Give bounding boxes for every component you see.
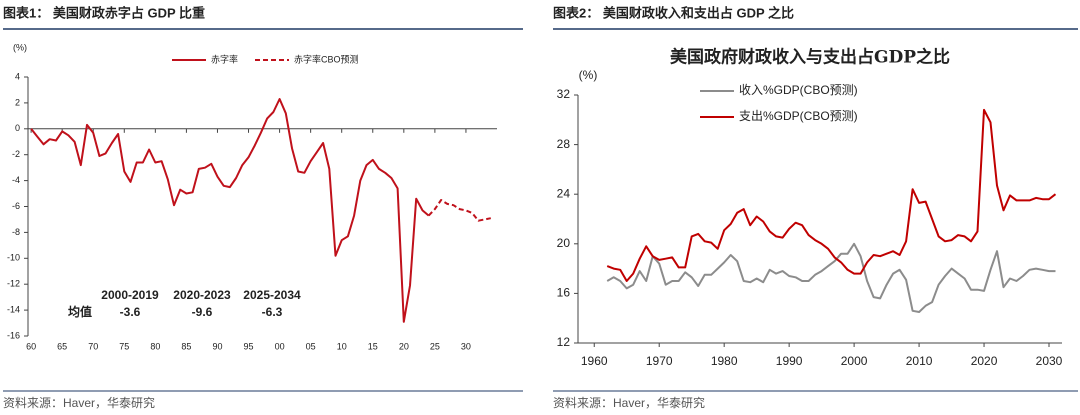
x-tick-label: 60 xyxy=(26,341,36,351)
legend-label: 支出%GDP(CBO预测) xyxy=(739,109,858,123)
x-tick-label: 1990 xyxy=(776,354,803,368)
annotation-period: 2020-2023 xyxy=(173,288,231,302)
annotation-label: 均值 xyxy=(68,304,92,319)
y-tick-label: -8 xyxy=(12,227,20,237)
legend-label: 赤字率CBO预测 xyxy=(294,53,359,64)
source: 资料来源：Haver，华泰研究 xyxy=(3,395,155,410)
x-tick-label: 2000 xyxy=(841,354,868,368)
figure-header: 图表2： 美国财政收入和支出占 GDP 之比 xyxy=(553,5,794,20)
y-unit: (%) xyxy=(13,42,27,52)
y-tick-label: 16 xyxy=(557,286,571,300)
series-line xyxy=(606,108,1057,282)
y-tick-label: 20 xyxy=(557,236,571,250)
y-tick-label: -2 xyxy=(12,149,20,159)
y-tick-label: 28 xyxy=(557,137,571,151)
y-tick-label: -14 xyxy=(7,304,20,314)
x-tick-label: 65 xyxy=(57,341,67,351)
series-line xyxy=(30,98,430,323)
y-tick-label: 24 xyxy=(557,186,571,200)
x-tick-label: 75 xyxy=(119,341,129,351)
x-tick-label: 10 xyxy=(337,341,347,351)
y-tick-label: -6 xyxy=(12,201,20,211)
x-tick-label: 30 xyxy=(461,341,471,351)
legend-label: 收入%GDP(CBO预测) xyxy=(739,83,858,97)
annotation-value: -6.3 xyxy=(262,305,283,319)
series-line xyxy=(606,242,1056,313)
x-tick-label: 2020 xyxy=(971,354,998,368)
annotation-value: -9.6 xyxy=(192,305,213,319)
x-tick-label: 25 xyxy=(430,341,440,351)
chart-title: 美国政府财政收入与支出占GDP之比 xyxy=(670,47,950,68)
x-tick-label: 00 xyxy=(275,341,285,351)
annotation-period: 2025-2034 xyxy=(243,288,301,302)
y-tick-label: -12 xyxy=(7,279,20,289)
y-tick-label: 12 xyxy=(557,335,571,349)
x-tick-label: 1970 xyxy=(646,354,673,368)
x-tick-label: 80 xyxy=(150,341,160,351)
x-tick-label: 15 xyxy=(368,341,378,351)
x-tick-label: 70 xyxy=(88,341,98,351)
x-tick-label: 95 xyxy=(244,341,254,351)
y-unit: (%) xyxy=(579,68,598,82)
source: 资料来源：Haver，华泰研究 xyxy=(553,395,705,410)
x-tick-label: 05 xyxy=(306,341,316,351)
x-tick-label: 1980 xyxy=(711,354,738,368)
y-tick-label: -10 xyxy=(7,253,20,263)
y-tick-label: -16 xyxy=(7,330,20,340)
y-tick-label: 4 xyxy=(15,71,20,81)
y-tick-label: -4 xyxy=(12,175,20,185)
x-tick-label: 90 xyxy=(212,341,222,351)
series-line xyxy=(427,199,491,222)
x-tick-label: 85 xyxy=(181,341,191,351)
annotation-value: -3.6 xyxy=(120,305,141,319)
figure-header: 图表1： 美国财政赤字占 GDP 比重 xyxy=(3,5,205,20)
y-tick-label: 2 xyxy=(15,97,20,107)
legend-label: 赤字率 xyxy=(211,53,238,64)
x-tick-label: 2030 xyxy=(1036,354,1063,368)
y-tick-label: 32 xyxy=(557,87,571,101)
x-tick-label: 20 xyxy=(399,341,409,351)
x-tick-label: 2010 xyxy=(906,354,933,368)
annotation-period: 2000-2019 xyxy=(101,288,159,302)
x-tick-label: 1960 xyxy=(581,354,608,368)
y-tick-label: 0 xyxy=(15,123,20,133)
